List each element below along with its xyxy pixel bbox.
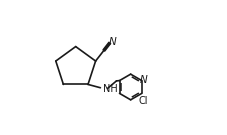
Text: NH: NH <box>103 84 117 94</box>
Text: N: N <box>140 75 148 85</box>
Text: N: N <box>108 37 116 47</box>
Text: Cl: Cl <box>138 96 148 106</box>
